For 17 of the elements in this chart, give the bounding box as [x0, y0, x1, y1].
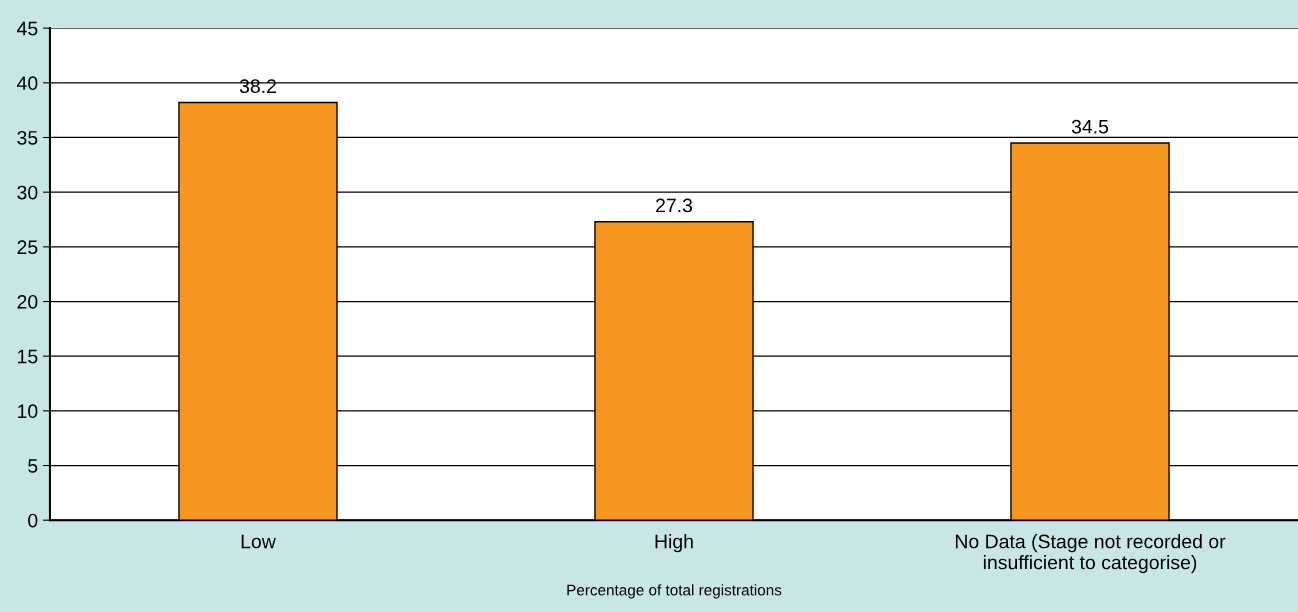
- y-tick-label: 35: [17, 130, 38, 145]
- data-label: 34.5: [1071, 119, 1109, 134]
- y-tick-label: 45: [16, 21, 38, 36]
- y-tick-label: 0: [28, 513, 38, 528]
- x-axis-title: Percentage of total registrations: [567, 584, 782, 599]
- y-tick-label: 10: [18, 404, 38, 419]
- y-tick-label: 40: [16, 76, 38, 91]
- y-tick-label: 25: [17, 240, 38, 255]
- x-tick-label: No Data (Stage not recorded or insufficient to categorise): [955, 534, 1226, 574]
- x-tick-label: Low: [241, 534, 276, 549]
- y-tick-label: 15: [18, 349, 38, 364]
- y-tick-label: 20: [17, 294, 38, 309]
- data-label: 27.3: [656, 198, 693, 213]
- x-tick-label: High: [655, 534, 693, 553]
- data-label: 38.2: [239, 79, 276, 94]
- y-tick-label: 30: [17, 185, 38, 200]
- y-tick-label: 5: [28, 459, 38, 473]
